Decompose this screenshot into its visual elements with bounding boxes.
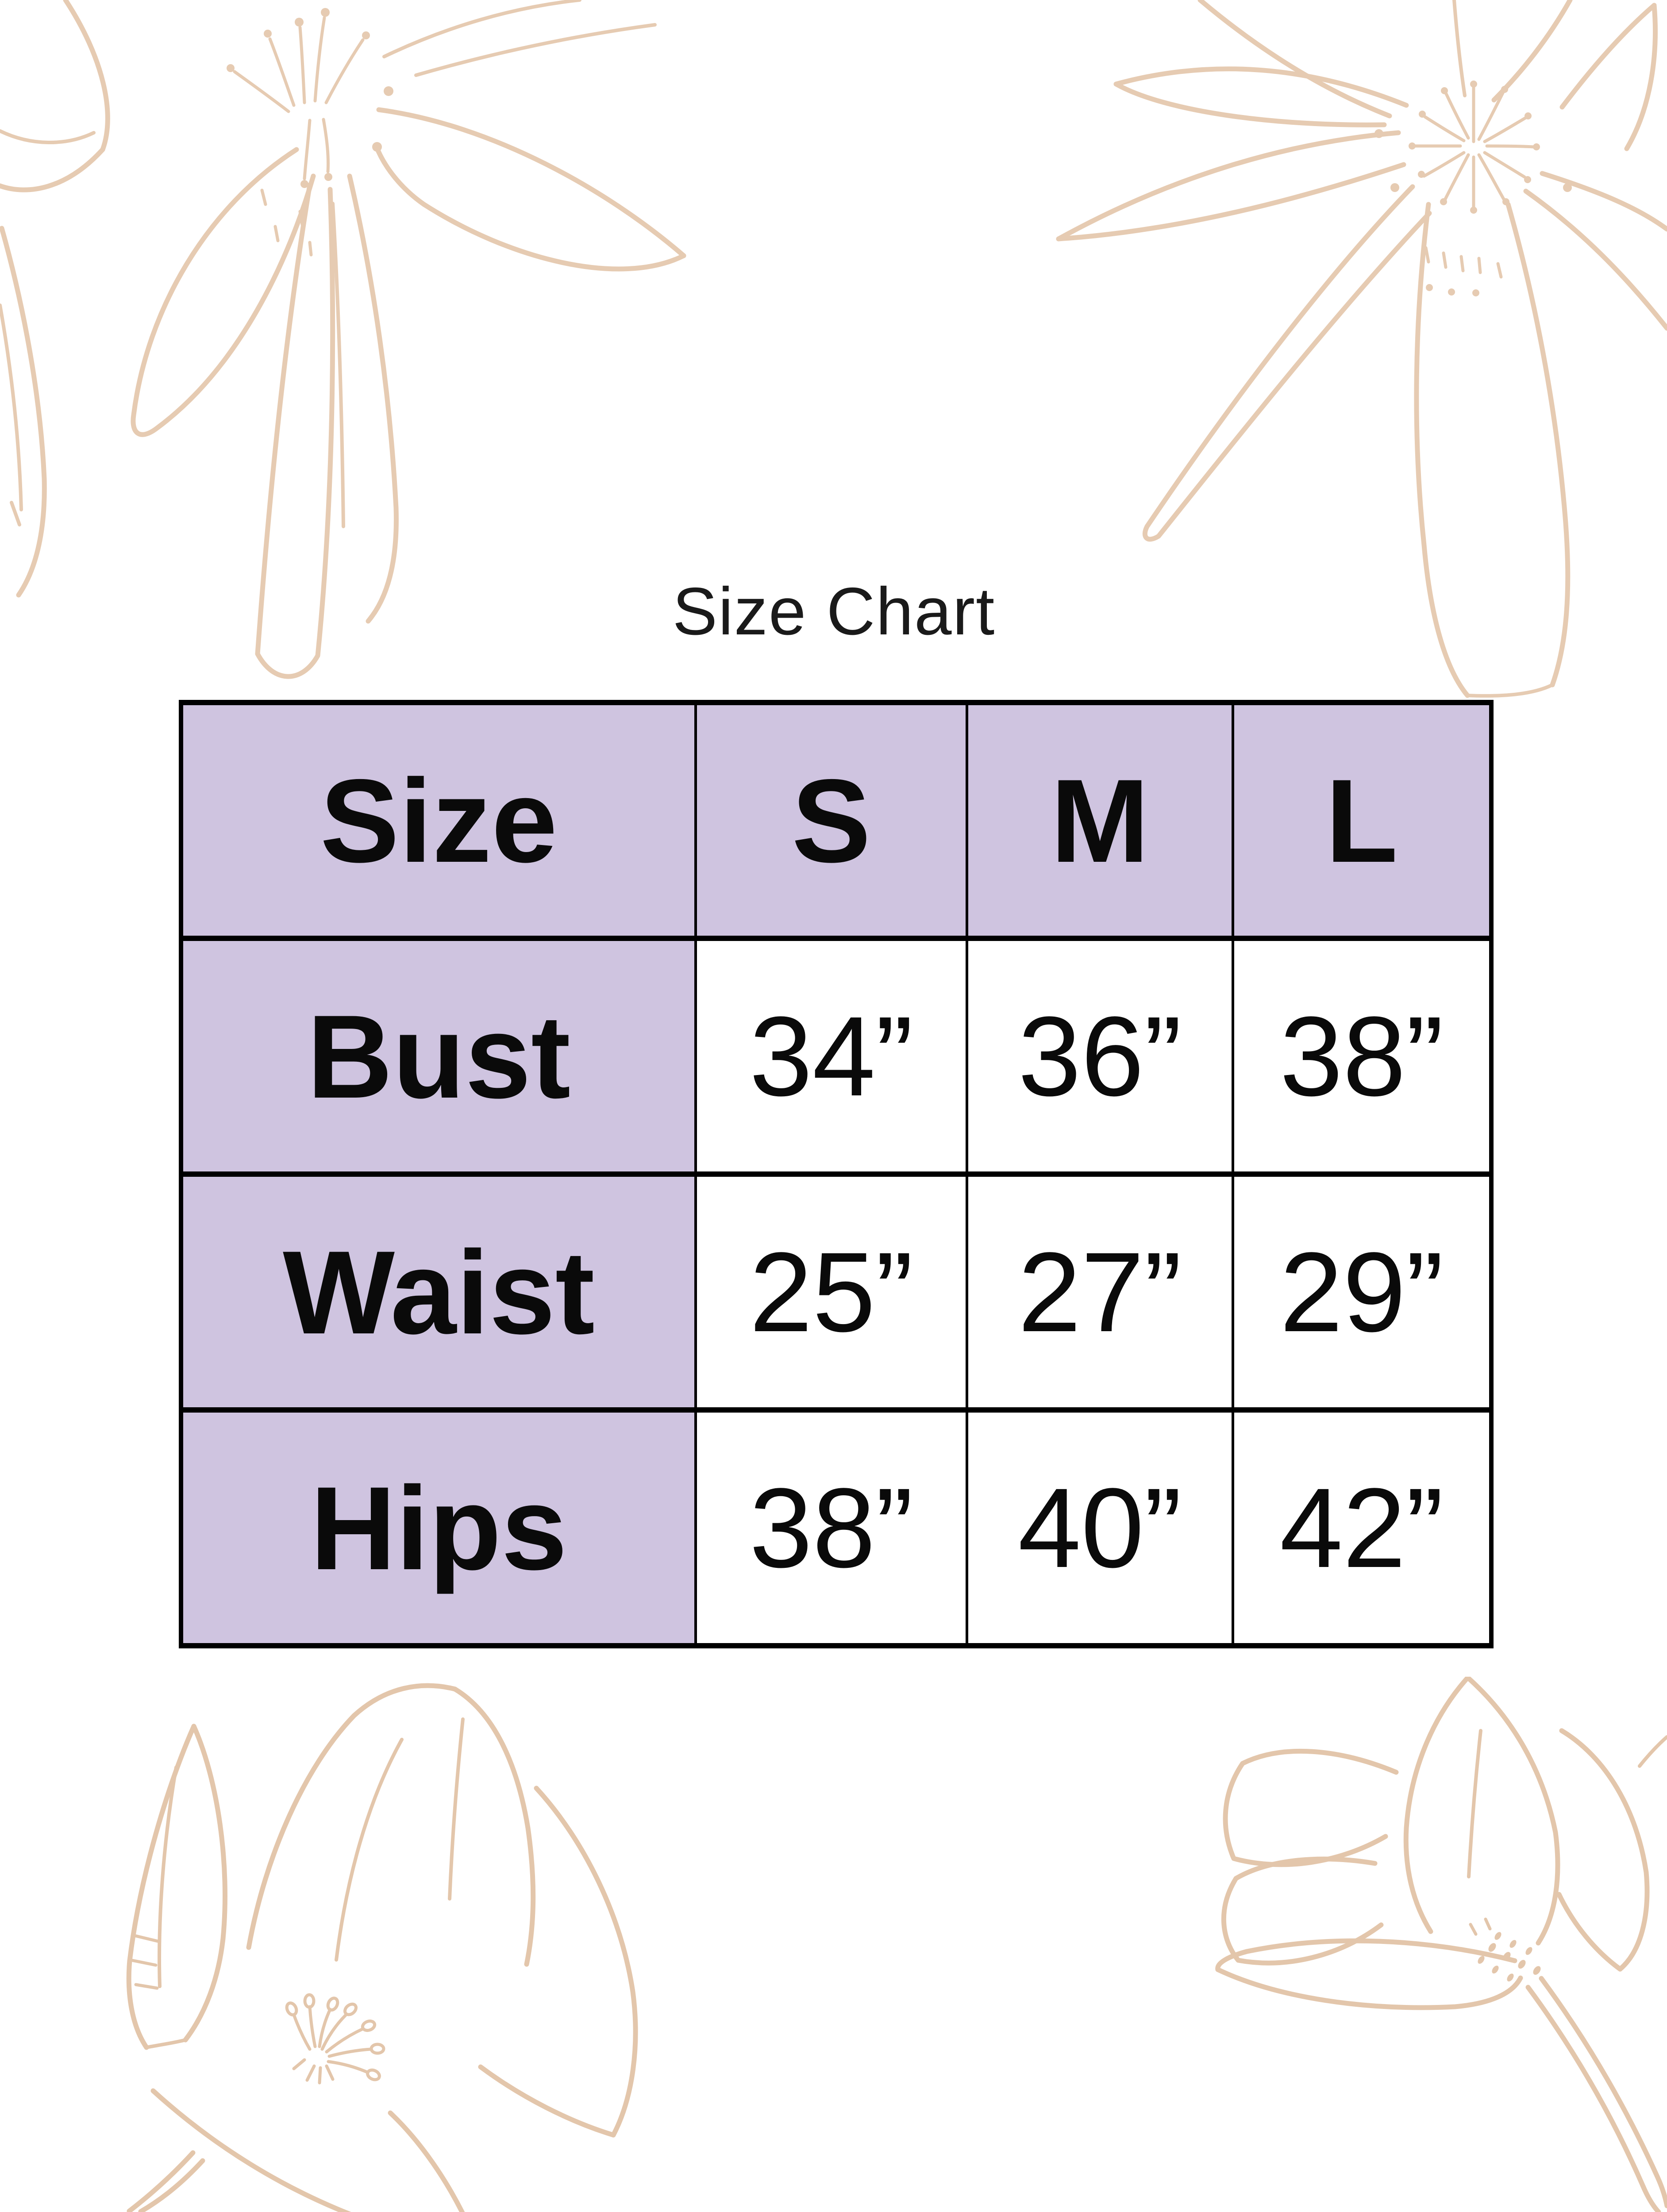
table-row-hips: Hips 38” 40” 42” [180, 1407, 1493, 1648]
header-cell-small: S [694, 700, 968, 941]
cell-hips-small: 38” [694, 1407, 968, 1648]
page-title: Size Chart [672, 574, 996, 649]
cell-waist-small: 25” [694, 1171, 968, 1413]
table-row-bust: Bust 34” 36” 38” [180, 936, 1493, 1177]
cell-bust-large: 38” [1232, 936, 1493, 1177]
cell-bust-small: 34” [694, 936, 968, 1177]
flower-bottom-right-illustration [1215, 1677, 1667, 2212]
cell-hips-medium: 40” [966, 1407, 1234, 1648]
row-label-waist: Waist [180, 1171, 697, 1413]
header-cell-medium: M [966, 700, 1234, 941]
cell-hips-large: 42” [1232, 1407, 1493, 1648]
cell-waist-medium: 27” [966, 1171, 1234, 1413]
table-header: Size S M L [180, 700, 1493, 941]
size-chart-table: Size S M L Bust 34” 36” 38” Waist 25” 27… [179, 700, 1494, 1648]
cell-waist-large: 29” [1232, 1171, 1493, 1413]
header-cell-size: Size [180, 700, 697, 941]
row-label-bust: Bust [180, 936, 697, 1177]
table-row-waist: Waist 25” 27” 29” [180, 1171, 1493, 1413]
table-body: Bust 34” 36” 38” Waist 25” 27” 29” Hips … [180, 936, 1493, 1648]
table-header-row: Size S M L [180, 700, 1493, 941]
row-label-hips: Hips [180, 1407, 697, 1648]
flower-bottom-left-illustration [126, 1683, 638, 2212]
header-cell-large: L [1232, 700, 1493, 941]
cell-bust-medium: 36” [966, 936, 1234, 1177]
